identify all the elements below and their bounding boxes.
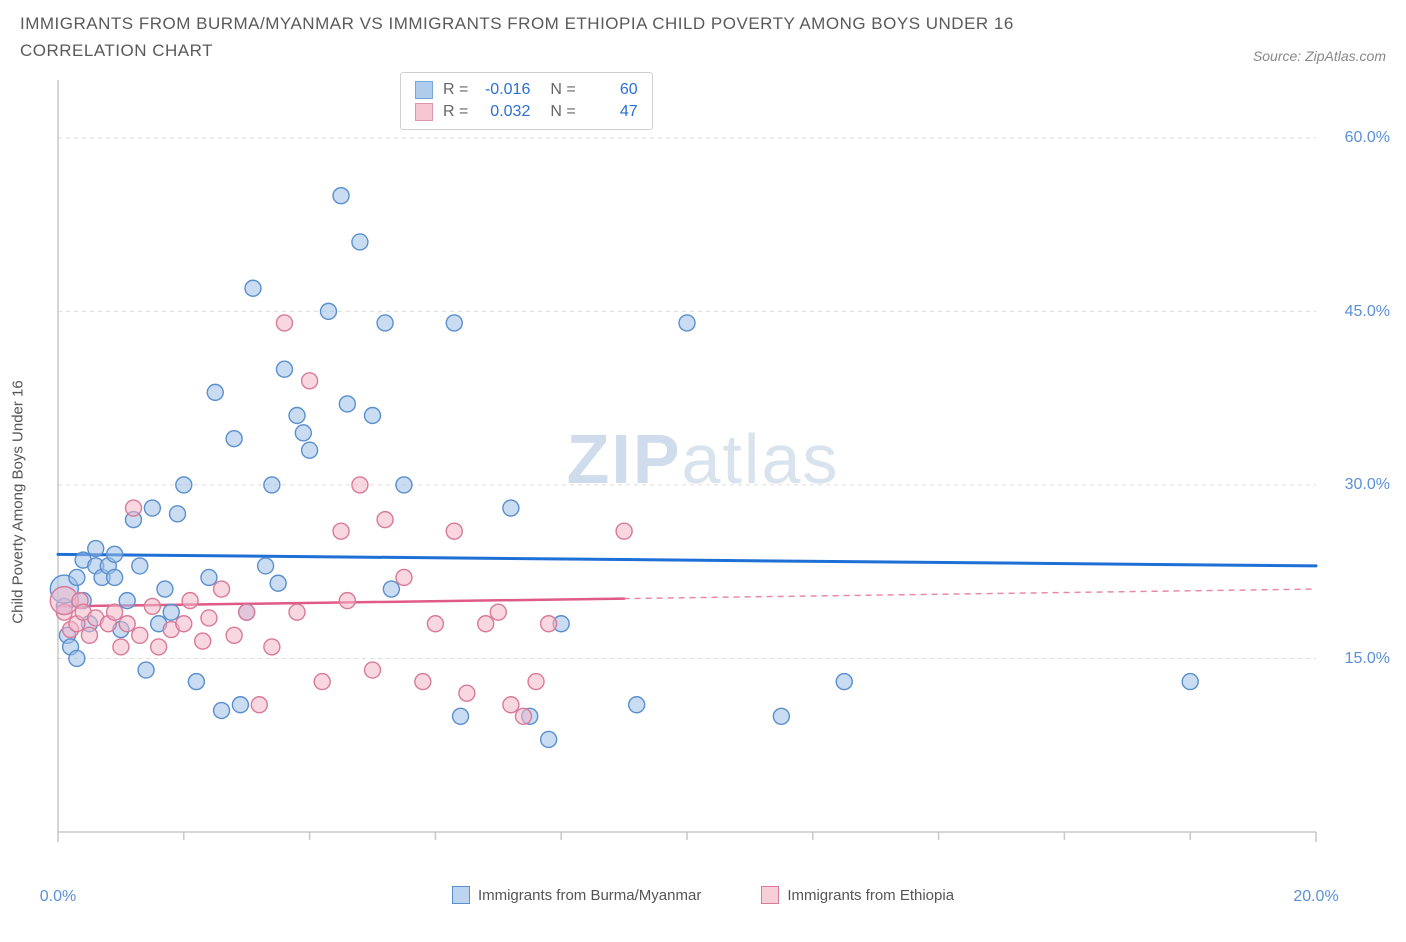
chart-title: IMMIGRANTS FROM BURMA/MYANMAR VS IMMIGRA… [20,10,1120,64]
source-attribution: Source: ZipAtlas.com [1253,48,1386,64]
y-tick-label: 45.0% [1345,303,1390,321]
stats-legend-row: R =0.032N =47 [415,101,638,123]
legend-item: Immigrants from Burma/Myanmar [452,886,701,904]
y-tick-label: 15.0% [1345,650,1390,668]
y-tick-label: 60.0% [1345,129,1390,147]
chart-area: Child Poverty Among Boys Under 16 ZIPatl… [10,72,1396,932]
series-legend: Immigrants from Burma/Myanmar Immigrants … [10,882,1396,904]
legend-item: Immigrants from Ethiopia [761,886,954,904]
y-axis-label: Child Poverty Among Boys Under 16 [10,381,27,624]
x-tick-label: 0.0% [40,888,76,906]
y-tick-label: 30.0% [1345,476,1390,494]
scatter-plot-svg [10,72,1396,882]
x-tick-label: 20.0% [1293,888,1338,906]
stats-legend-row: R =-0.016N =60 [415,79,638,101]
stats-legend: R =-0.016N =60R =0.032N =47 [400,72,653,130]
